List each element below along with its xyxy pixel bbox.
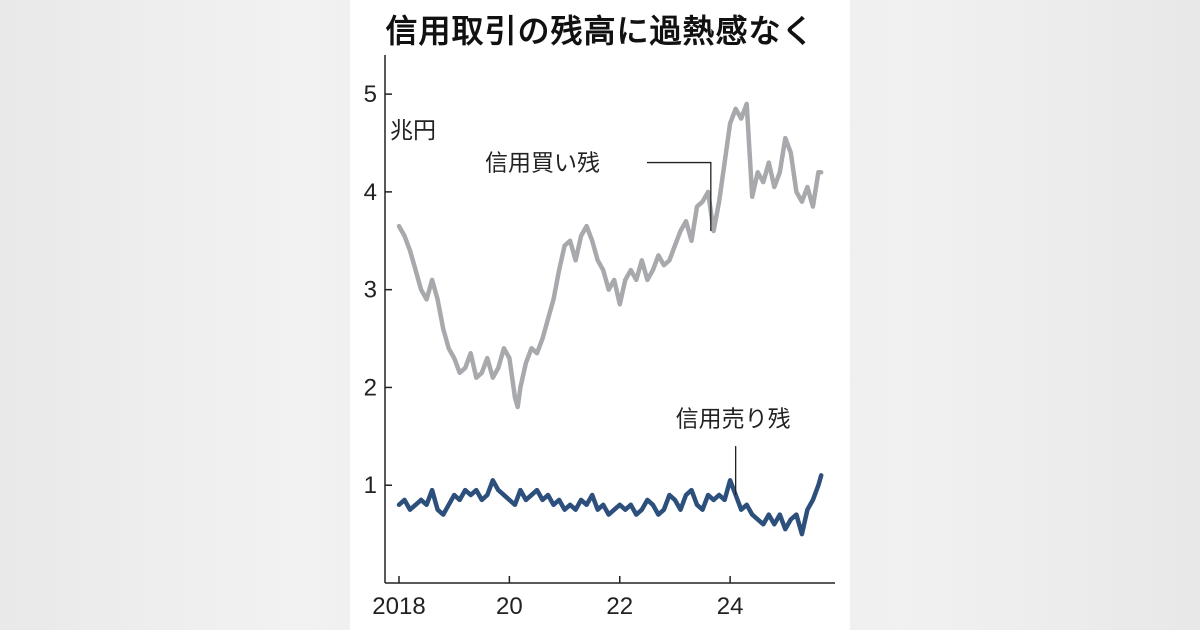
y-tick-label: 1 [364, 472, 377, 499]
x-tick-label: 20 [496, 593, 523, 620]
series-line-margin-sell [396, 473, 824, 537]
y-tick-label: 5 [364, 81, 377, 108]
chart-panel: 信用取引の残高に過熱感なく 1 2 3 4 5 2018 20 22 24 兆円信用買い残信用売り… [350, 0, 850, 630]
x-tick-label: 22 [606, 593, 633, 620]
chart-title: 信用取引の残高に過熱感なく [385, 12, 815, 50]
y-tick-label: 4 [364, 179, 377, 206]
x-tick-label: 24 [717, 593, 744, 620]
y-tick-label: 2 [364, 374, 377, 401]
x-tick-label: 2018 [372, 593, 425, 620]
annotation-label-sell: 信用売り残 [676, 407, 791, 433]
annotation-leader-buy [647, 161, 712, 231]
y-unit-label: 兆円 [390, 118, 436, 144]
series-line-margin-buy [396, 101, 824, 410]
y-tick-label: 3 [364, 277, 377, 304]
annotation-label-buy: 信用買い残 [485, 151, 600, 177]
